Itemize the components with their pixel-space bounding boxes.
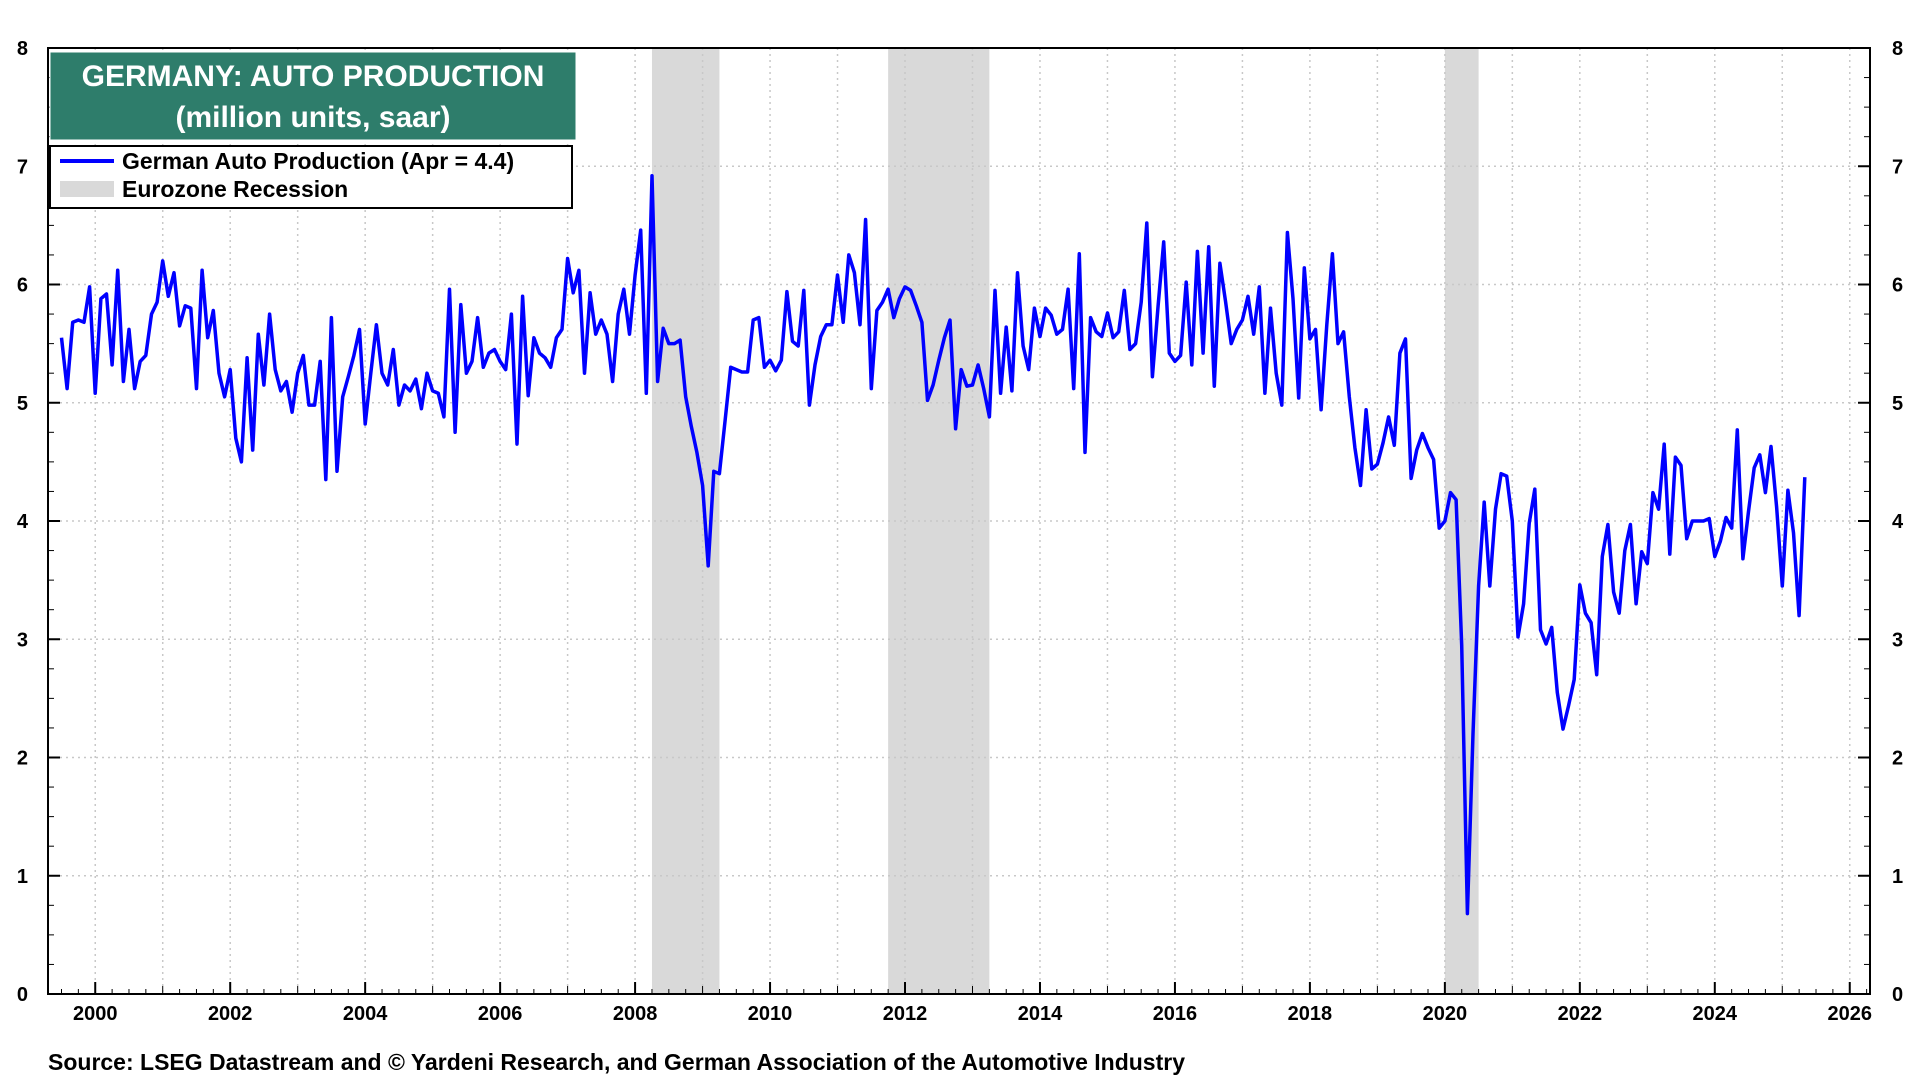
x-tick-label: 2026 xyxy=(1828,1003,1873,1025)
legend: German Auto Production (Apr = 4.4) Euroz… xyxy=(49,145,573,209)
series-line-0 xyxy=(59,173,1807,916)
y-tick-label-right: 0 xyxy=(1892,984,1903,1006)
x-tick-label: 2022 xyxy=(1558,1003,1603,1025)
y-tick-label-left: 7 xyxy=(17,156,28,178)
y-tick-label-right: 2 xyxy=(1892,748,1903,770)
x-tick-label: 2012 xyxy=(883,1003,928,1025)
y-tick-label-right: 1 xyxy=(1892,866,1903,888)
y-tick-label-left: 3 xyxy=(17,629,28,651)
y-tick-label-right: 7 xyxy=(1892,156,1903,178)
y-tick-label-right: 6 xyxy=(1892,275,1903,297)
x-tick-label: 2024 xyxy=(1693,1003,1738,1025)
title-box: GERMANY: AUTO PRODUCTION (million units,… xyxy=(49,51,577,141)
y-tick-label-right: 5 xyxy=(1892,393,1903,415)
legend-band-swatch xyxy=(60,181,114,197)
source-note: Source: LSEG Datastream and © Yardeni Re… xyxy=(48,1049,1185,1075)
legend-label-production: German Auto Production (Apr = 4.4) xyxy=(122,148,514,174)
x-tick-label: 2004 xyxy=(343,1003,388,1025)
x-tick-label: 2002 xyxy=(208,1003,253,1025)
y-tick-label-right: 8 xyxy=(1892,38,1903,60)
x-tick-label: 2010 xyxy=(748,1003,793,1025)
recession-band-1 xyxy=(888,48,990,994)
x-tick-label: 2014 xyxy=(1018,1003,1063,1025)
y-tick-label-left: 6 xyxy=(17,275,28,297)
y-tick-label-left: 0 xyxy=(17,984,28,1006)
y-tick-label-left: 8 xyxy=(17,38,28,60)
x-tick-label: 2000 xyxy=(73,1003,118,1025)
legend-box xyxy=(49,145,573,209)
y-tick-label-left: 1 xyxy=(17,866,28,888)
y-tick-label-right: 3 xyxy=(1892,629,1903,651)
y-tick-label-left: 2 xyxy=(17,748,28,770)
legend-label-recession: Eurozone Recession xyxy=(122,176,348,202)
y-tick-label-left: 4 xyxy=(17,511,29,533)
chart-title: GERMANY: AUTO PRODUCTION xyxy=(82,60,545,93)
x-tick-label: 2020 xyxy=(1423,1003,1468,1025)
x-tick-label: 2006 xyxy=(478,1003,523,1025)
y-tick-label-left: 5 xyxy=(17,393,28,415)
y-tick-label-right: 4 xyxy=(1892,511,1904,533)
x-tick-label: 2018 xyxy=(1288,1003,1333,1025)
chart-subtitle: (million units, saar) xyxy=(175,101,450,134)
series-layer xyxy=(59,173,1807,916)
recession-band-2 xyxy=(1444,48,1479,994)
axis-ticks: 2000 2002 2004 2006 2008 2010 2012 2014 2016 2018… xyxy=(17,38,1904,1025)
x-tick-label: 2008 xyxy=(613,1003,658,1025)
x-tick-label: 2016 xyxy=(1153,1003,1198,1025)
